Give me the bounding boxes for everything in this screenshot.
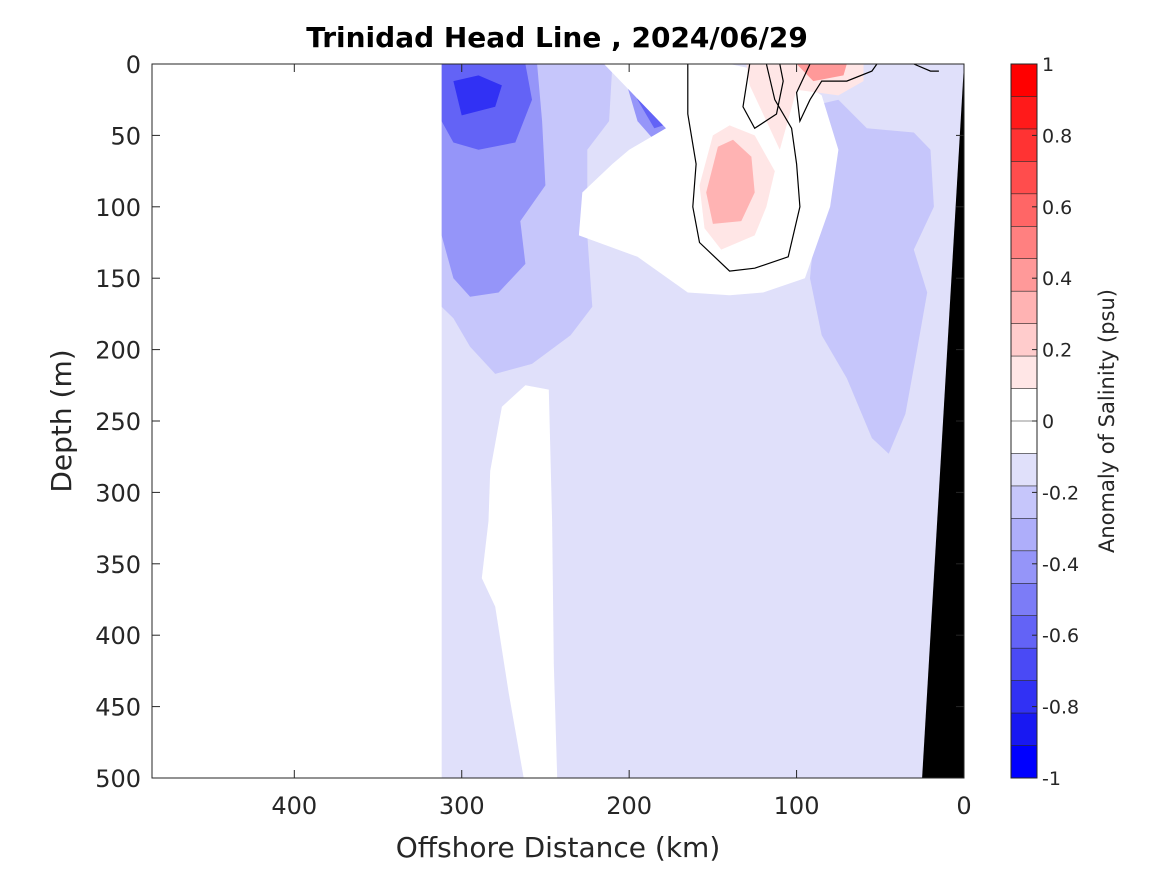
colorbar-tick-label-6: -0.2 <box>1042 482 1079 504</box>
y-tick-label-5: 250 <box>95 408 141 436</box>
colorbar-swatch-12 <box>1011 453 1037 487</box>
colorbar-tick-label-7: -0.4 <box>1042 554 1079 576</box>
x-axis-label: Offshore Distance (km) <box>396 831 721 864</box>
colorbar-swatch-13 <box>1011 485 1037 519</box>
y-tick-label-0: 0 <box>126 51 141 79</box>
colorbar-label: Anomaly of Salinity (psu) <box>1095 289 1119 553</box>
positive-core <box>706 139 755 224</box>
colorbar-swatch-9 <box>1011 356 1037 390</box>
colorbar-tick-label-0: 1 <box>1042 54 1054 76</box>
colorbar-swatch-15 <box>1011 550 1037 584</box>
colorbar-swatch-11 <box>1011 421 1037 454</box>
colorbar-tick-label-10: -1 <box>1042 768 1061 790</box>
colorbar-swatch-7 <box>1011 291 1037 325</box>
no-data-region <box>152 64 442 778</box>
colorbar-swatch-21 <box>1011 745 1037 779</box>
colorbar-swatch-0 <box>1011 64 1037 97</box>
colorbar-tick-label-5: 0 <box>1042 411 1054 433</box>
colorbar-swatch-1 <box>1011 96 1037 130</box>
x-tick-label-2: 200 <box>606 792 652 820</box>
colorbar-swatch-2 <box>1011 128 1037 162</box>
colorbar-swatch-14 <box>1011 518 1037 552</box>
surface-positive <box>796 64 847 82</box>
colorbar-tick-label-3: 0.4 <box>1042 268 1072 290</box>
colorbar-tick-label-4: 0.2 <box>1042 340 1072 362</box>
surface-positive-outer <box>746 64 864 150</box>
zero-contour-line-0 <box>687 63 801 272</box>
x-tick-label-3: 100 <box>774 792 820 820</box>
colorbar-tick-label-9: -0.8 <box>1042 697 1079 719</box>
colorbar-swatch-10 <box>1011 388 1037 422</box>
y-tick-label-6: 300 <box>95 479 141 507</box>
y-tick-label-7: 350 <box>95 551 141 579</box>
contour-fill <box>152 63 965 778</box>
colorbar-swatch-4 <box>1011 193 1037 227</box>
y-tick-label-2: 100 <box>95 194 141 222</box>
chart-title: Trinidad Head Line , 2024/06/29 <box>306 21 808 54</box>
colorbar-swatch-6 <box>1011 258 1037 292</box>
bathymetry-fill <box>922 64 964 778</box>
y-tick-label-10: 500 <box>95 765 141 793</box>
colorbar-swatch-3 <box>1011 161 1037 195</box>
y-axis-label: Depth (m) <box>45 349 78 492</box>
colorbar-swatch-5 <box>1011 226 1037 260</box>
x-tick-label-1: 300 <box>439 792 485 820</box>
colorbar: 1 0.8 0.6 0.4 0.2 0 -0.2 -0.4 -0.6 -0.8 -1 <box>1010 54 1079 790</box>
deep-zero-band <box>481 385 558 778</box>
y-tick-label-3: 150 <box>95 265 141 293</box>
colorbar-tick-label-8: -0.6 <box>1042 625 1079 647</box>
axes: 400 300 200 100 0 0 50 100 150 200 250 300 350 400 450… <box>95 51 971 820</box>
zero-contour-line-2 <box>795 63 878 124</box>
colorbar-swatch-20 <box>1011 713 1037 747</box>
y-tick-label-4: 200 <box>95 337 141 365</box>
colorbar-swatch-19 <box>1011 680 1037 714</box>
colorbar-tick-label-1: 0.8 <box>1042 125 1072 147</box>
colorbar-swatch-8 <box>1011 323 1037 357</box>
y-tick-label-1: 50 <box>110 122 141 150</box>
x-tick-label-0: 400 <box>271 792 317 820</box>
zero-contour-line-3 <box>913 63 939 72</box>
surface-minimum <box>453 75 502 116</box>
zero-contour-line-1 <box>742 63 784 130</box>
x-tick-label-4: 0 <box>956 792 971 820</box>
shelf-negative-region <box>808 99 934 454</box>
colorbar-swatch-17 <box>1011 615 1037 649</box>
y-tick-label-9: 450 <box>95 694 141 722</box>
colorbar-swatch-18 <box>1011 648 1037 682</box>
colorbar-swatch-16 <box>1011 583 1037 617</box>
y-tick-label-8: 400 <box>95 622 141 650</box>
colorbar-tick-label-2: 0.6 <box>1042 197 1072 219</box>
